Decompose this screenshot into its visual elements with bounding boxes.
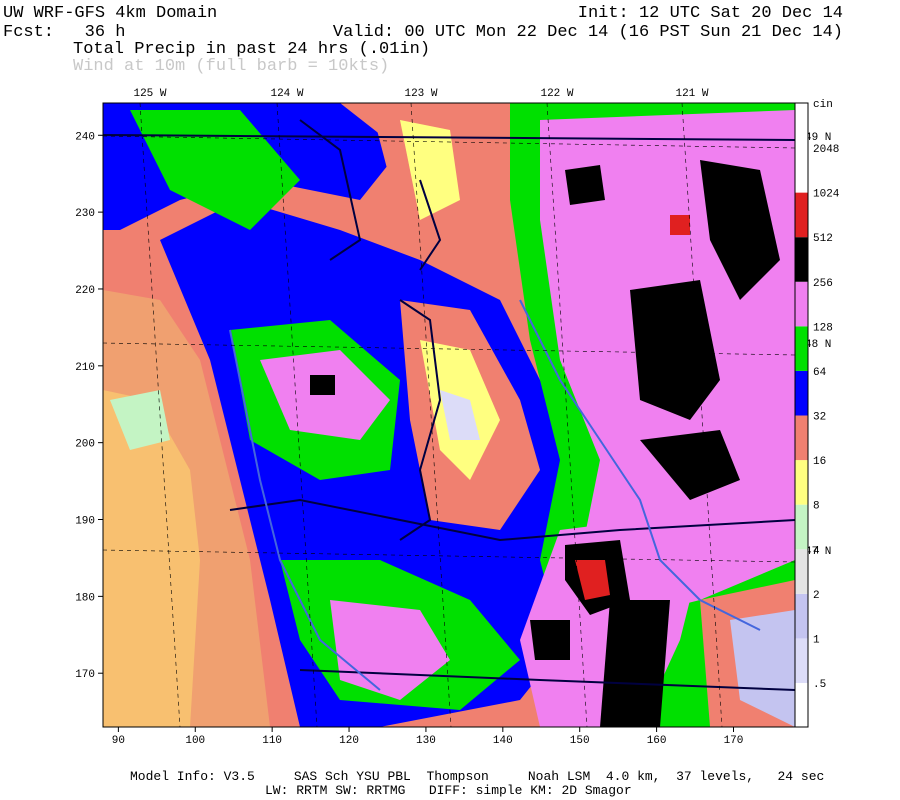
meridian xyxy=(276,102,318,728)
colorbar-band xyxy=(795,281,808,327)
colorbar-band xyxy=(795,638,808,683)
parallel xyxy=(102,549,796,563)
init-time: Init: 12 UTC Sat 20 Dec 14 xyxy=(578,4,843,23)
y-tick-label: 190 xyxy=(75,516,95,528)
y-tick-label: 200 xyxy=(75,439,95,451)
y-tick-label: 230 xyxy=(75,208,95,220)
x-tick-label: 160 xyxy=(647,735,667,747)
colorbar-label: 128 xyxy=(813,322,833,334)
colorbar-label: 8 xyxy=(813,501,820,513)
colorbar-band xyxy=(795,326,808,371)
x-tick-label: 90 xyxy=(112,735,125,747)
x-tick-label: 170 xyxy=(724,735,744,747)
colorbar-band xyxy=(795,460,808,505)
latitude-label: 48 N xyxy=(805,339,831,351)
colorbar: .5 1 2 4 8 16 32 64 128 256 512 1024 2048 xyxy=(794,102,840,728)
colorbar-label: 512 xyxy=(813,233,833,245)
colorbar-band xyxy=(795,103,808,148)
meridian xyxy=(681,102,723,728)
colorbar-band xyxy=(795,415,808,461)
y-tick-label: 170 xyxy=(75,669,95,681)
x-tick-label: 120 xyxy=(339,735,359,747)
colorbar-band xyxy=(795,192,808,238)
colorbar-label: 256 xyxy=(813,278,833,290)
longitude-label: 124 W xyxy=(270,88,303,100)
field-name: Total Precip in past 24 hrs (.01in) xyxy=(73,40,430,59)
colorbar-band xyxy=(795,504,808,550)
longitude-label: 122 W xyxy=(540,88,573,100)
colorbar-label: 2 xyxy=(813,590,820,602)
valid-time: Valid: 00 UTC Mon 22 Dec 14 (16 PST Sun … xyxy=(333,23,843,42)
colorbar-label: 32 xyxy=(813,412,826,424)
longitude-label: 125 W xyxy=(133,88,166,100)
colorbar-unit: cin xyxy=(813,99,833,111)
colorbar-label: 1024 xyxy=(813,189,840,201)
colorbar-label: 2048 xyxy=(813,144,839,156)
colorbar-label: 4 xyxy=(813,545,820,557)
forecast-hour: Fcst: 36 h xyxy=(3,23,125,42)
colorbar-band xyxy=(795,683,808,727)
longitude-label: 121 W xyxy=(675,88,708,100)
x-tick-label: 110 xyxy=(262,735,282,747)
longitude-label: 123 W xyxy=(404,88,437,100)
parallel xyxy=(102,135,796,149)
colorbar-frame xyxy=(794,102,809,728)
colorbar-band xyxy=(795,148,808,193)
x-tick-label: 140 xyxy=(493,735,513,747)
title: UW WRF-GFS 4km Domain xyxy=(3,4,217,23)
colorbar-band xyxy=(795,370,808,416)
latitude-label: 49 N xyxy=(805,132,831,144)
precip-field xyxy=(103,103,795,727)
physics-info: LW: RRTM SW: RRTMG DIFF: simple KM: 2D S… xyxy=(265,783,632,798)
colorbar-band xyxy=(795,549,808,594)
meridian xyxy=(410,102,452,728)
y-tick-label: 180 xyxy=(75,592,95,604)
colorbar-band xyxy=(795,593,808,639)
y-tick-label: 220 xyxy=(75,285,95,297)
meridian xyxy=(139,102,181,728)
x-tick-label: 130 xyxy=(416,735,436,747)
x-tick-label: 150 xyxy=(570,735,590,747)
colorbar-label: 16 xyxy=(813,456,826,468)
latitude-label: 47 N xyxy=(805,546,831,558)
colorbar-label: 64 xyxy=(813,367,827,379)
meridian xyxy=(546,102,588,728)
grid-layer: 90 100 110 120 130 140 150 160 17017018019020021… xyxy=(75,88,831,747)
y-tick-label: 240 xyxy=(75,131,95,143)
colorbar-label: 1 xyxy=(813,634,820,646)
model-info: Model Info: V3.5 SAS Sch YSU PBL Thompso… xyxy=(130,769,824,784)
colorbar-band xyxy=(795,237,808,282)
y-tick-label: 210 xyxy=(75,362,95,374)
parallel xyxy=(102,342,796,356)
wind-note: Wind at 10m (full barb = 10kts) xyxy=(73,57,389,76)
x-tick-label: 100 xyxy=(185,735,205,747)
colorbar-label: .5 xyxy=(813,679,826,691)
